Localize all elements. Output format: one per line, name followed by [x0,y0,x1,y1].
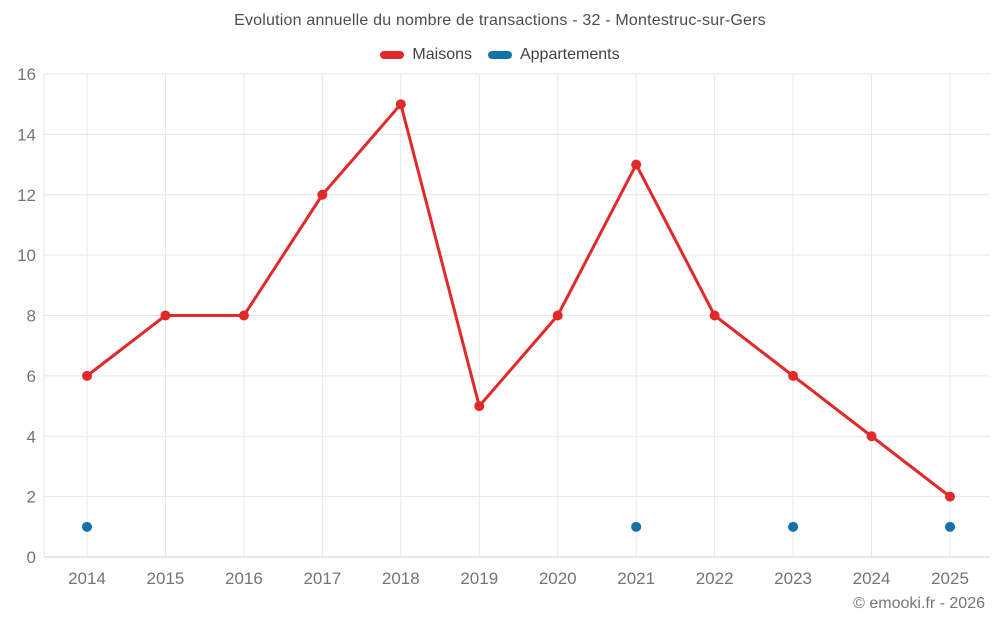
maisons-point-2023[interactable] [788,370,799,381]
x-tick-label-2024: 2024 [853,569,891,588]
legend-label-maisons: Maisons [412,46,472,63]
y-tick-label-0: 0 [27,548,36,567]
appartements-point-2021[interactable] [631,521,642,532]
maisons-point-2024[interactable] [866,431,877,442]
chart-title: Evolution annuelle du nombre de transact… [234,12,766,29]
x-tick-label-2016: 2016 [225,569,263,588]
x-tick-label-2023: 2023 [774,569,812,588]
y-tick-label-8: 8 [27,307,36,326]
maisons-point-2022[interactable] [709,310,720,321]
maisons-point-2025[interactable] [945,491,955,502]
maisons-point-2020[interactable] [552,310,563,321]
maisons-point-2015[interactable] [160,310,171,321]
x-tick-label-2019: 2019 [460,569,498,588]
maisons-point-2014[interactable] [82,370,92,381]
legend-swatch-appartements [487,51,512,59]
maisons-line [85,102,952,499]
x-tick-label-2018: 2018 [382,569,420,588]
appartements-point-2023[interactable] [788,521,799,532]
x-tick-label-2015: 2015 [147,569,185,588]
x-tick-label-2025: 2025 [931,569,969,588]
y-tick-label-16: 16 [17,65,36,84]
x-tick-label-2022: 2022 [696,569,734,588]
chart-legend: Maisons Appartements [0,46,1000,64]
copyright-text: © emooki.fr - 2026 [853,595,985,612]
x-tick-label-2017: 2017 [303,569,341,588]
y-tick-label-2: 2 [27,488,36,507]
appartements-point-2014[interactable] [82,521,92,532]
y-tick-label-6: 6 [27,367,36,386]
legend-swatch-maisons [380,51,405,59]
appartements-point-2025[interactable] [945,521,955,532]
maisons-point-2017[interactable] [317,189,328,200]
y-tick-label-14: 14 [17,125,36,144]
y-tick-label-10: 10 [17,246,36,265]
maisons-point-2016[interactable] [238,310,249,321]
legend-item-appartements[interactable]: Appartements [487,46,620,64]
maisons-point-2019[interactable] [474,401,485,412]
maisons-point-2018[interactable] [395,99,406,110]
y-tick-label-4: 4 [27,427,36,446]
x-tick-label-2014: 2014 [68,569,106,588]
y-tick-label-12: 12 [17,186,36,205]
legend-item-maisons[interactable]: Maisons [380,46,472,64]
legend-label-appartements: Appartements [519,46,620,63]
maisons-point-2021[interactable] [631,159,642,170]
x-tick-label-2020: 2020 [539,569,577,588]
x-tick-label-2021: 2021 [617,569,655,588]
